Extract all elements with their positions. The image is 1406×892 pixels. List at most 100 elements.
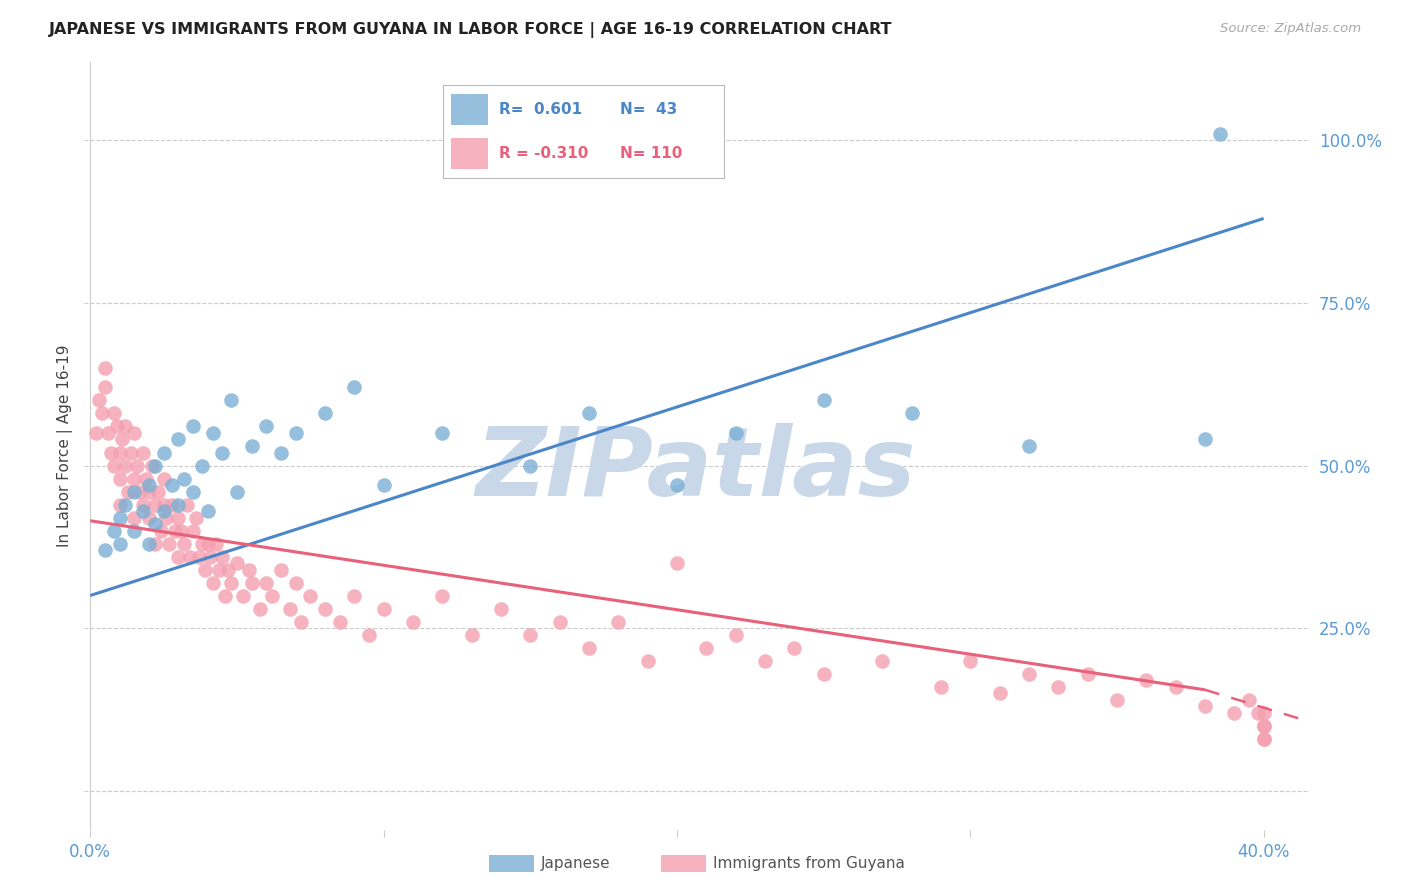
Point xyxy=(173,471,195,485)
Point xyxy=(211,445,233,459)
Point xyxy=(120,445,142,459)
Point xyxy=(122,471,145,485)
Point xyxy=(870,654,893,668)
Point xyxy=(548,615,571,629)
Point xyxy=(141,458,163,473)
Point xyxy=(225,484,247,499)
Point xyxy=(519,627,541,641)
Point xyxy=(1077,666,1099,681)
Point xyxy=(167,498,190,512)
Point xyxy=(132,498,155,512)
Point xyxy=(211,549,233,564)
Point xyxy=(208,562,231,576)
Point xyxy=(232,589,254,603)
Text: R = -0.310: R = -0.310 xyxy=(499,146,589,161)
Point xyxy=(146,484,169,499)
Point xyxy=(132,504,155,518)
Point xyxy=(202,575,225,590)
Bar xyxy=(451,95,488,125)
Point xyxy=(270,445,292,459)
Point xyxy=(122,510,145,524)
Point xyxy=(94,361,117,376)
Point xyxy=(122,524,145,538)
Point xyxy=(1237,692,1260,706)
Point xyxy=(162,478,184,492)
Point xyxy=(114,419,136,434)
Point xyxy=(1194,699,1216,714)
Text: JAPANESE VS IMMIGRANTS FROM GUYANA IN LABOR FORCE | AGE 16-19 CORRELATION CHART: JAPANESE VS IMMIGRANTS FROM GUYANA IN LA… xyxy=(49,22,893,38)
Point xyxy=(162,498,184,512)
Point xyxy=(695,640,717,655)
Point xyxy=(238,562,260,576)
Point xyxy=(165,524,187,538)
Point xyxy=(519,458,541,473)
Point xyxy=(929,680,952,694)
Point xyxy=(152,498,174,512)
Point xyxy=(754,654,776,668)
Point xyxy=(135,471,157,485)
Point xyxy=(155,510,177,524)
Point xyxy=(959,654,981,668)
Point xyxy=(167,433,190,447)
Point xyxy=(122,484,145,499)
Point xyxy=(114,498,136,512)
Point xyxy=(111,433,134,447)
Point xyxy=(143,458,166,473)
Point xyxy=(181,484,204,499)
Point xyxy=(240,439,263,453)
Bar xyxy=(451,138,488,169)
Point xyxy=(214,589,236,603)
Point xyxy=(665,478,688,492)
Point xyxy=(108,445,131,459)
Point xyxy=(149,524,172,538)
Point xyxy=(314,407,336,421)
Point xyxy=(170,524,193,538)
Y-axis label: In Labor Force | Age 16-19: In Labor Force | Age 16-19 xyxy=(58,344,73,548)
Point xyxy=(278,601,301,615)
Point xyxy=(783,640,806,655)
Point xyxy=(343,380,366,394)
Point xyxy=(249,601,271,615)
Point xyxy=(100,445,122,459)
Point xyxy=(1247,706,1270,720)
Point xyxy=(94,543,117,558)
Point xyxy=(988,686,1011,700)
Point xyxy=(200,549,222,564)
Point xyxy=(132,445,155,459)
Point xyxy=(129,484,152,499)
Point xyxy=(202,425,225,440)
Point xyxy=(108,471,131,485)
Point xyxy=(724,627,747,641)
Text: ZIPatlas: ZIPatlas xyxy=(475,423,917,516)
Point xyxy=(127,458,149,473)
Point xyxy=(108,536,131,550)
Point xyxy=(219,393,242,408)
Point xyxy=(108,510,131,524)
Point xyxy=(87,393,110,408)
Point xyxy=(1253,731,1275,746)
Point xyxy=(402,615,425,629)
Point xyxy=(181,524,204,538)
Point xyxy=(108,498,131,512)
Point xyxy=(373,601,395,615)
Point xyxy=(194,562,217,576)
Point xyxy=(176,498,198,512)
Point xyxy=(159,536,181,550)
Point xyxy=(1253,718,1275,732)
Point xyxy=(813,666,835,681)
Point xyxy=(262,589,284,603)
Point xyxy=(240,575,263,590)
Point xyxy=(205,536,228,550)
Point xyxy=(152,471,174,485)
Point xyxy=(1018,666,1040,681)
Point xyxy=(190,458,212,473)
Point xyxy=(91,407,114,421)
Point xyxy=(219,575,242,590)
Point xyxy=(225,556,247,570)
Point xyxy=(167,549,190,564)
Point xyxy=(122,425,145,440)
Point xyxy=(84,425,107,440)
Point xyxy=(314,601,336,615)
Point xyxy=(143,536,166,550)
Point xyxy=(665,556,688,570)
